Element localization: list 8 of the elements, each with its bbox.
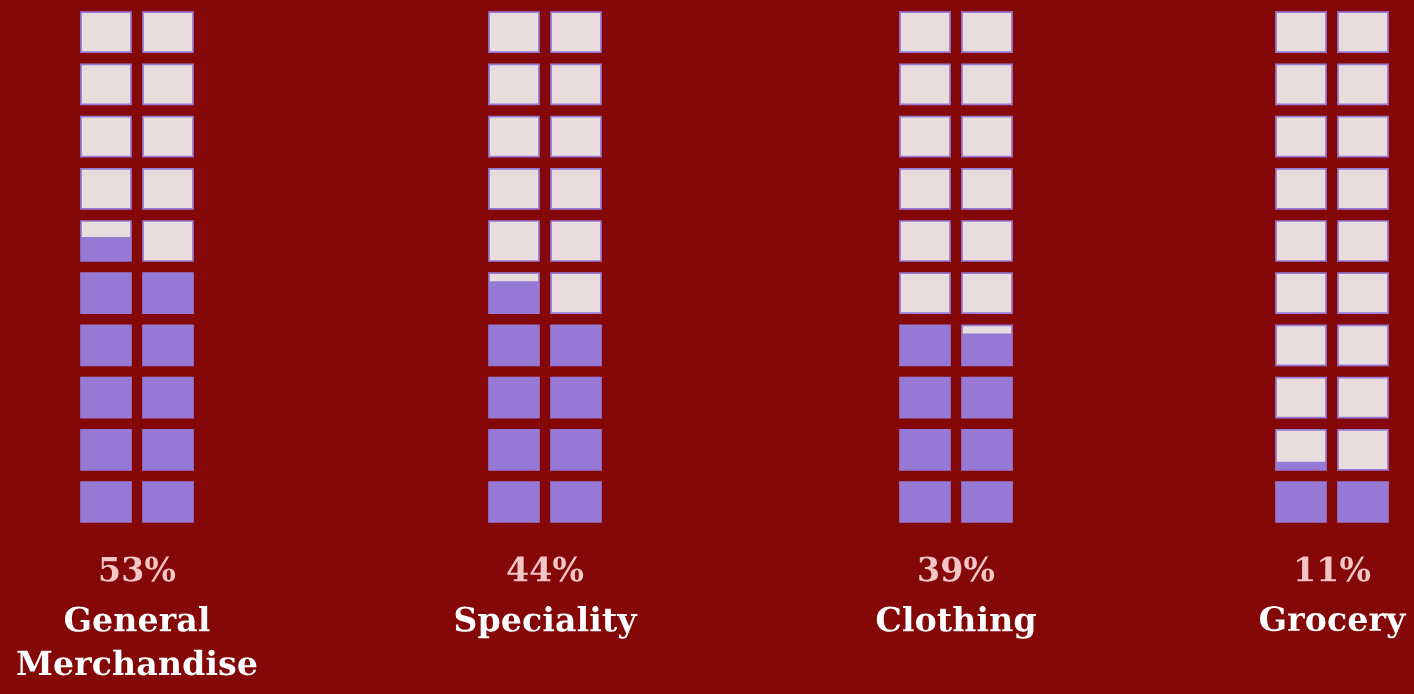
data-label: 44%: [507, 556, 584, 582]
category-label: General Merchandise: [17, 606, 257, 676]
data-label: 11%: [1297, 556, 1371, 582]
category-label: Speciality: [455, 606, 638, 639]
category-label: Grocery: [1260, 606, 1407, 639]
data-label: 39%: [919, 556, 995, 582]
data-label: 53%: [100, 556, 176, 582]
category-label: Clothing: [876, 606, 1036, 639]
